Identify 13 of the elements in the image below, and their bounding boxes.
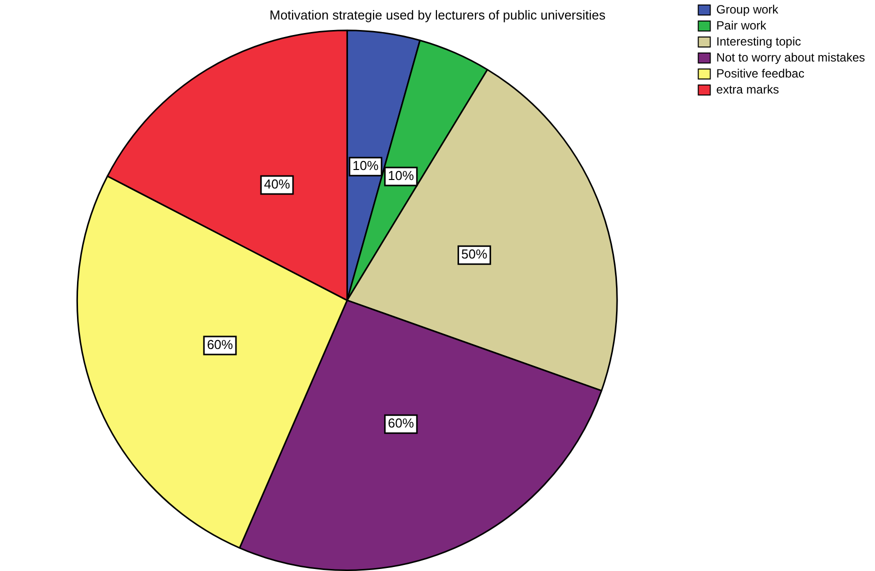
legend-label: Interesting topic — [716, 34, 801, 48]
legend-label: Group work — [716, 2, 780, 16]
data-label: 10% — [352, 158, 379, 174]
legend-label: Positive feedbac — [716, 66, 804, 80]
legend-label: Not to worry about mistakes — [716, 50, 866, 64]
legend-label: Pair work — [716, 18, 768, 32]
data-label: 10% — [388, 168, 414, 184]
data-label: 60% — [388, 416, 414, 431]
data-label: 60% — [206, 337, 234, 352]
data-label: 40% — [264, 176, 290, 192]
data-label: 50% — [461, 246, 488, 262]
chart-title: Motivation strategie used by lecturers of public universities — [270, 7, 606, 22]
legend-label: extra marks — [716, 82, 779, 96]
